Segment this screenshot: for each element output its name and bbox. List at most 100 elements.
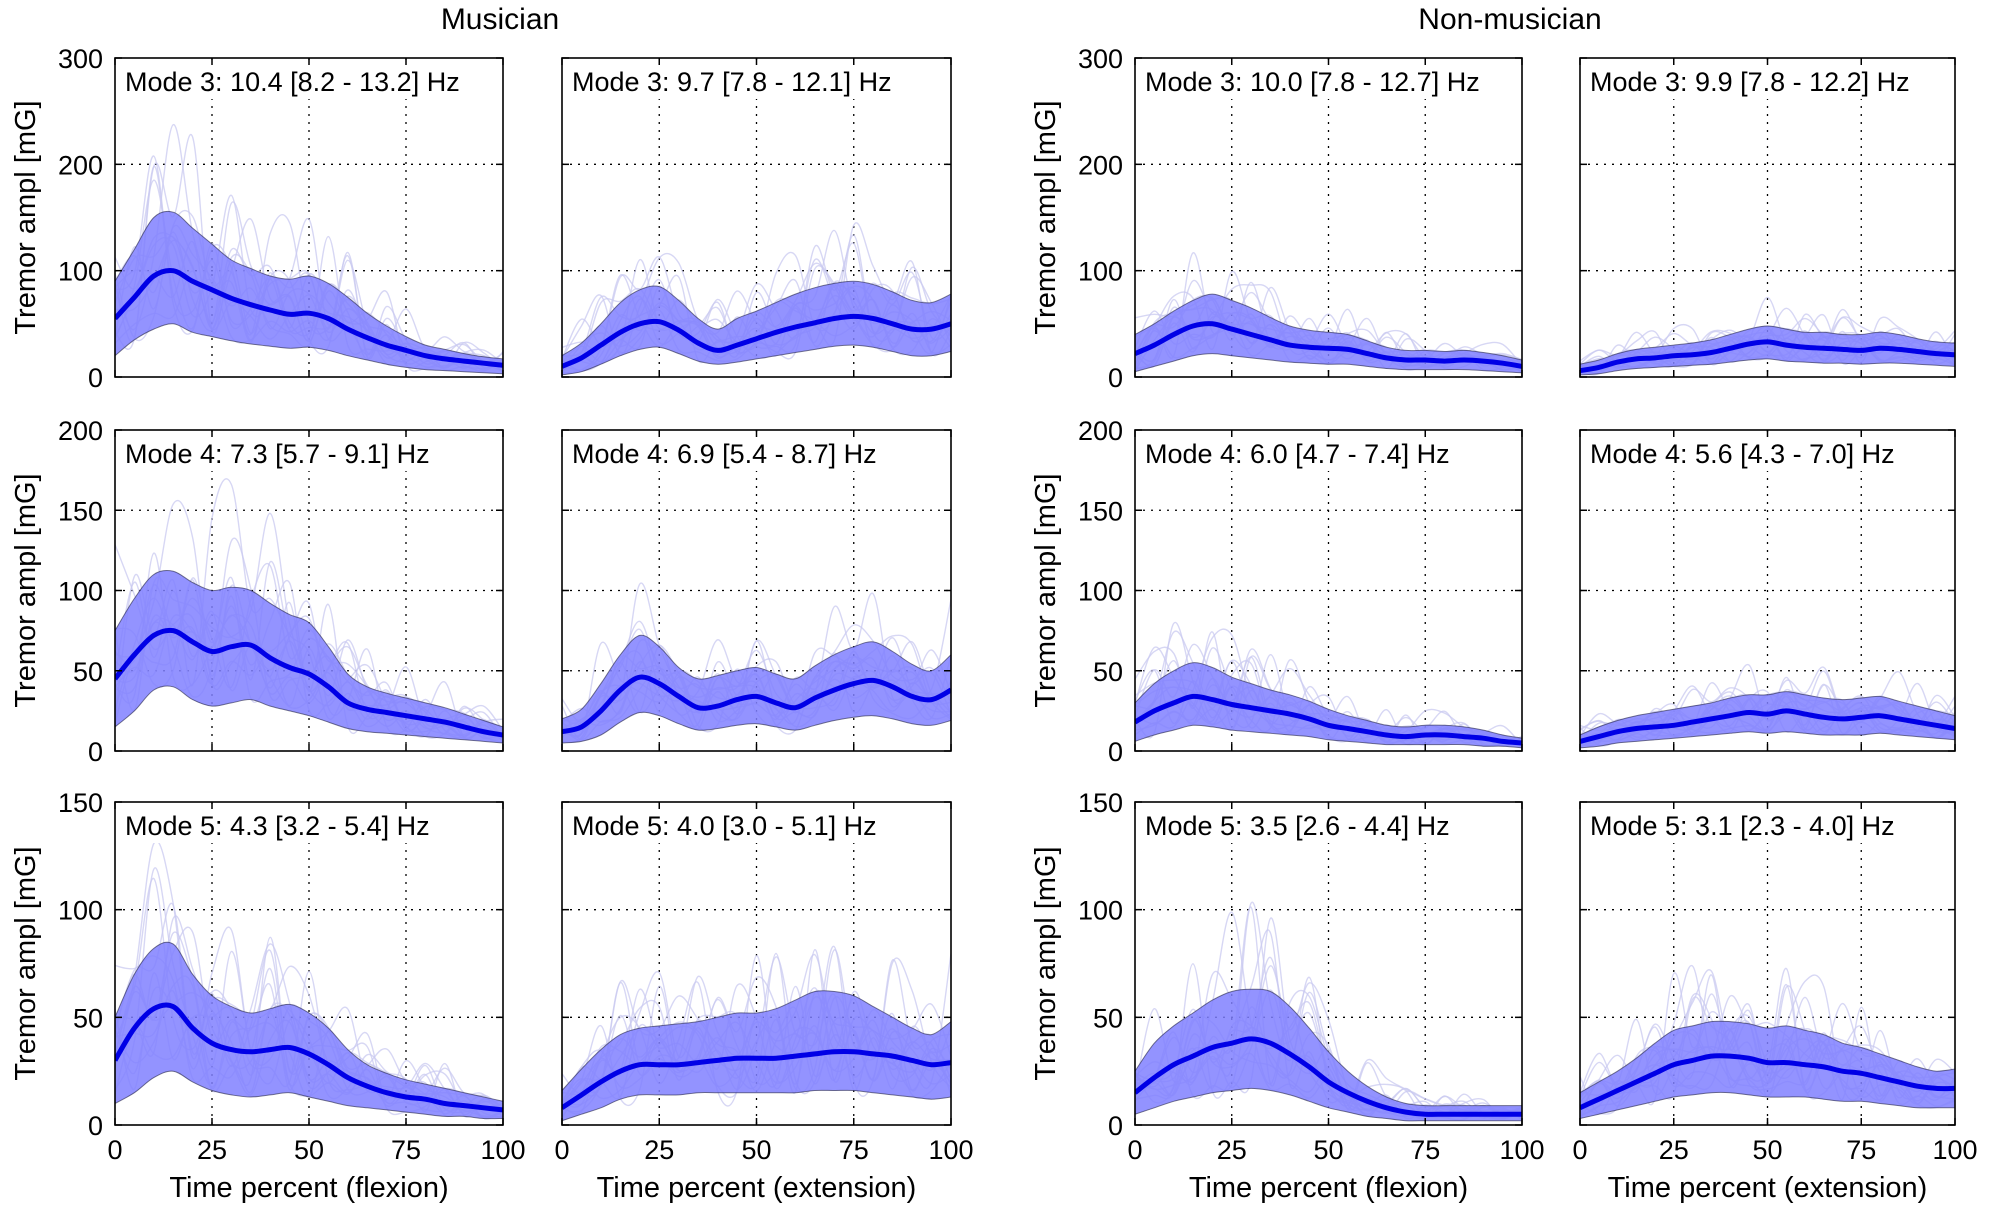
- mean-line: [562, 313, 951, 369]
- group-title-musician: Musician: [441, 3, 559, 36]
- plot-area: [1580, 664, 1955, 749]
- y-tick-label: 0: [88, 737, 103, 767]
- mean-line: [1580, 708, 1955, 744]
- y-tick-label: 200: [58, 150, 103, 180]
- x-tick-label: 100: [928, 1135, 973, 1165]
- x-tick-label: 0: [1127, 1135, 1142, 1165]
- panel-label: Mode 5: 3.1 [2.3 - 4.0] Hz: [1590, 811, 1895, 841]
- x-tick-label: 100: [1932, 1135, 1977, 1165]
- trial-trace: [115, 902, 503, 1112]
- plot-area: [1135, 901, 1522, 1122]
- y-tick-label: 150: [1078, 496, 1123, 526]
- x-tick-label: 25: [1659, 1135, 1689, 1165]
- panel-label: Mode 3: 9.7 [7.8 - 12.1] Hz: [572, 67, 892, 97]
- variability-band: [115, 941, 503, 1120]
- panel-label-background: [122, 65, 463, 99]
- y-tick-label: 0: [1108, 1111, 1123, 1141]
- panel-non-musician-extension-mode-5: Mode 5: 3.1 [2.3 - 4.0] Hz 0 25 50 75 100Time…: [1572, 801, 1978, 1204]
- y-tick-label: 150: [58, 496, 103, 526]
- y-tick-label: 300: [1078, 44, 1123, 74]
- y-tick-label: 100: [1078, 577, 1123, 607]
- mean-line: [1135, 1036, 1522, 1117]
- panel-non-musician-extension-mode-3: Mode 3: 9.9 [7.8 - 12.2] Hz: [1579, 57, 1956, 378]
- y-tick-label: 0: [88, 363, 103, 393]
- y-axis-label: Tremor ampl [mG]: [1030, 473, 1062, 707]
- panel-label-background: [569, 809, 880, 843]
- panel-label: Mode 4: 7.3 [5.7 - 9.1] Hz: [125, 439, 430, 469]
- variability-band: [115, 210, 503, 375]
- y-tick-label: 200: [1078, 416, 1123, 446]
- x-axis-label: Time percent (flexion): [1189, 1172, 1468, 1204]
- x-tick-label: 50: [1752, 1135, 1782, 1165]
- plot-area: [562, 222, 951, 376]
- y-tick-label: 0: [1108, 363, 1123, 393]
- y-axis-label: Tremor ampl [mG]: [10, 100, 42, 334]
- x-tick-label: 100: [1499, 1135, 1544, 1165]
- plot-area: [1135, 252, 1522, 374]
- y-tick-label: 100: [58, 257, 103, 287]
- panel-label-background: [1587, 65, 1913, 99]
- panel-label: Mode 3: 9.9 [7.8 - 12.2] Hz: [1590, 67, 1910, 97]
- y-tick-label: 0: [1108, 737, 1123, 767]
- panel-label-background: [1142, 65, 1483, 99]
- panel-label-background: [1587, 437, 1898, 471]
- plot-area: [1580, 296, 1955, 376]
- trial-trace: [562, 258, 951, 374]
- y-tick-label: 150: [58, 788, 103, 818]
- y-tick-label: 100: [1078, 257, 1123, 287]
- variability-band: [1135, 662, 1522, 749]
- variability-band: [1135, 988, 1522, 1122]
- x-tick-label: 0: [554, 1135, 569, 1165]
- x-tick-label: 75: [391, 1135, 421, 1165]
- y-tick-label: 100: [58, 896, 103, 926]
- x-tick-label: 25: [197, 1135, 227, 1165]
- mean-line: [1580, 339, 1955, 374]
- y-tick-label: 300: [58, 44, 103, 74]
- plot-area: [115, 840, 503, 1120]
- panel-non-musician-flexion-mode-5: Mode 5: 3.5 [2.6 - 4.4] Hz 0 50 100 150 Tremo…: [1030, 788, 1545, 1204]
- panel-label: Mode 4: 6.0 [4.7 - 7.4] Hz: [1145, 439, 1450, 469]
- panel-label-background: [1587, 809, 1898, 843]
- y-tick-label: 50: [73, 1003, 103, 1033]
- mean-line: [562, 674, 951, 735]
- panel-label: Mode 4: 6.9 [5.4 - 8.7] Hz: [572, 439, 877, 469]
- mean-line: [115, 267, 503, 368]
- x-axis-label: Time percent (flexion): [169, 1172, 448, 1204]
- x-axis-label: Time percent (extension): [597, 1172, 917, 1204]
- plot-area: [1135, 621, 1522, 749]
- mean-line: [1135, 321, 1522, 369]
- plot-area: [562, 945, 951, 1122]
- x-tick-label: 75: [1410, 1135, 1440, 1165]
- variability-band: [115, 569, 503, 744]
- panel-musician-flexion-mode-5: Mode 5: 4.3 [3.2 - 5.4] Hz 0 50 100 150 Tremo…: [10, 788, 526, 1204]
- variability-band: [1580, 1020, 1955, 1120]
- panel-label: Mode 3: 10.0 [7.8 - 12.7] Hz: [1145, 67, 1480, 97]
- panel-non-musician-extension-mode-4: Mode 4: 5.6 [4.3 - 7.0] Hz: [1579, 429, 1956, 752]
- panel-label-background: [122, 809, 433, 843]
- y-axis-label: Tremor ampl [mG]: [10, 473, 42, 707]
- variability-band: [1580, 691, 1955, 749]
- panel-label: Mode 3: 10.4 [8.2 - 13.2] Hz: [125, 67, 460, 97]
- panel-label-background: [1142, 809, 1453, 843]
- panel-label: Mode 5: 4.0 [3.0 - 5.1] Hz: [572, 811, 877, 841]
- panel-non-musician-flexion-mode-3: Mode 3: 10.0 [7.8 - 12.7] Hz 0 100 200 300 Tr…: [1030, 44, 1523, 393]
- group-title-non-musician: Non-musician: [1418, 3, 1601, 36]
- variability-band: [562, 634, 951, 744]
- plot-area: [1580, 965, 1955, 1120]
- y-tick-label: 200: [58, 416, 103, 446]
- y-tick-label: 200: [1078, 150, 1123, 180]
- x-tick-label: 0: [107, 1135, 122, 1165]
- mean-line: [562, 1049, 951, 1110]
- panel-musician-flexion-mode-4: Mode 4: 7.3 [5.7 - 9.1] Hz 0 50 100 150 200 Tr…: [10, 416, 504, 767]
- panel-musician-extension-mode-4: Mode 4: 6.9 [5.4 - 8.7] Hz: [561, 429, 952, 752]
- mean-line: [1135, 693, 1522, 746]
- plot-area: [115, 478, 503, 744]
- panel-label: Mode 5: 3.5 [2.6 - 4.4] Hz: [1145, 811, 1450, 841]
- panel-musician-flexion-mode-3: Mode 3: 10.4 [8.2 - 13.2] Hz 0 100 200 300 Tr…: [10, 44, 504, 393]
- x-tick-label: 75: [1846, 1135, 1876, 1165]
- x-tick-label: 50: [1313, 1135, 1343, 1165]
- panel-label-background: [122, 437, 433, 471]
- x-tick-label: 50: [294, 1135, 324, 1165]
- plot-area: [115, 123, 503, 375]
